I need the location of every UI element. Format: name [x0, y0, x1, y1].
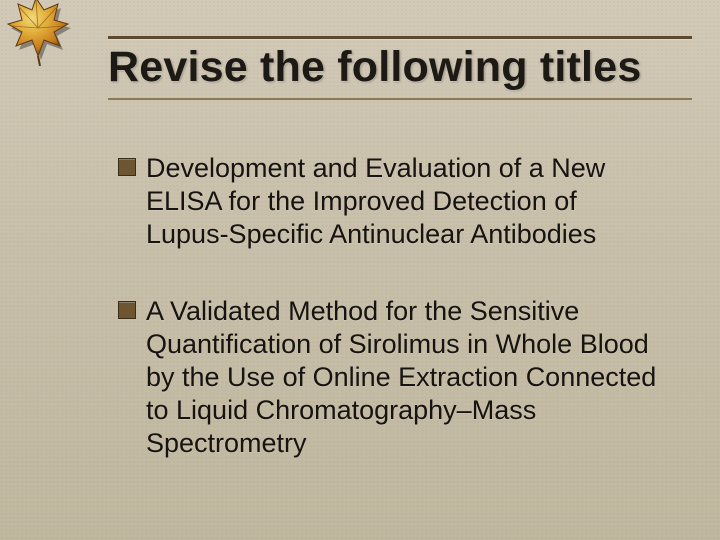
- slide-title-block: Revise the following titles: [108, 36, 692, 100]
- maple-leaf-icon: [0, 0, 74, 66]
- bullet-text: A Validated Method for the Sensitive Qua…: [146, 295, 660, 460]
- bullet-square-icon: [118, 158, 136, 176]
- slide-body: Development and Evaluation of a New ELIS…: [118, 152, 660, 504]
- bullet-text: Development and Evaluation of a New ELIS…: [146, 152, 660, 251]
- list-item: Development and Evaluation of a New ELIS…: [118, 152, 660, 251]
- bullet-square-icon: [118, 301, 136, 319]
- list-item: A Validated Method for the Sensitive Qua…: [118, 295, 660, 460]
- title-rule-bottom: [108, 98, 692, 100]
- slide-title: Revise the following titles: [108, 43, 692, 96]
- title-rule-top: [108, 36, 692, 39]
